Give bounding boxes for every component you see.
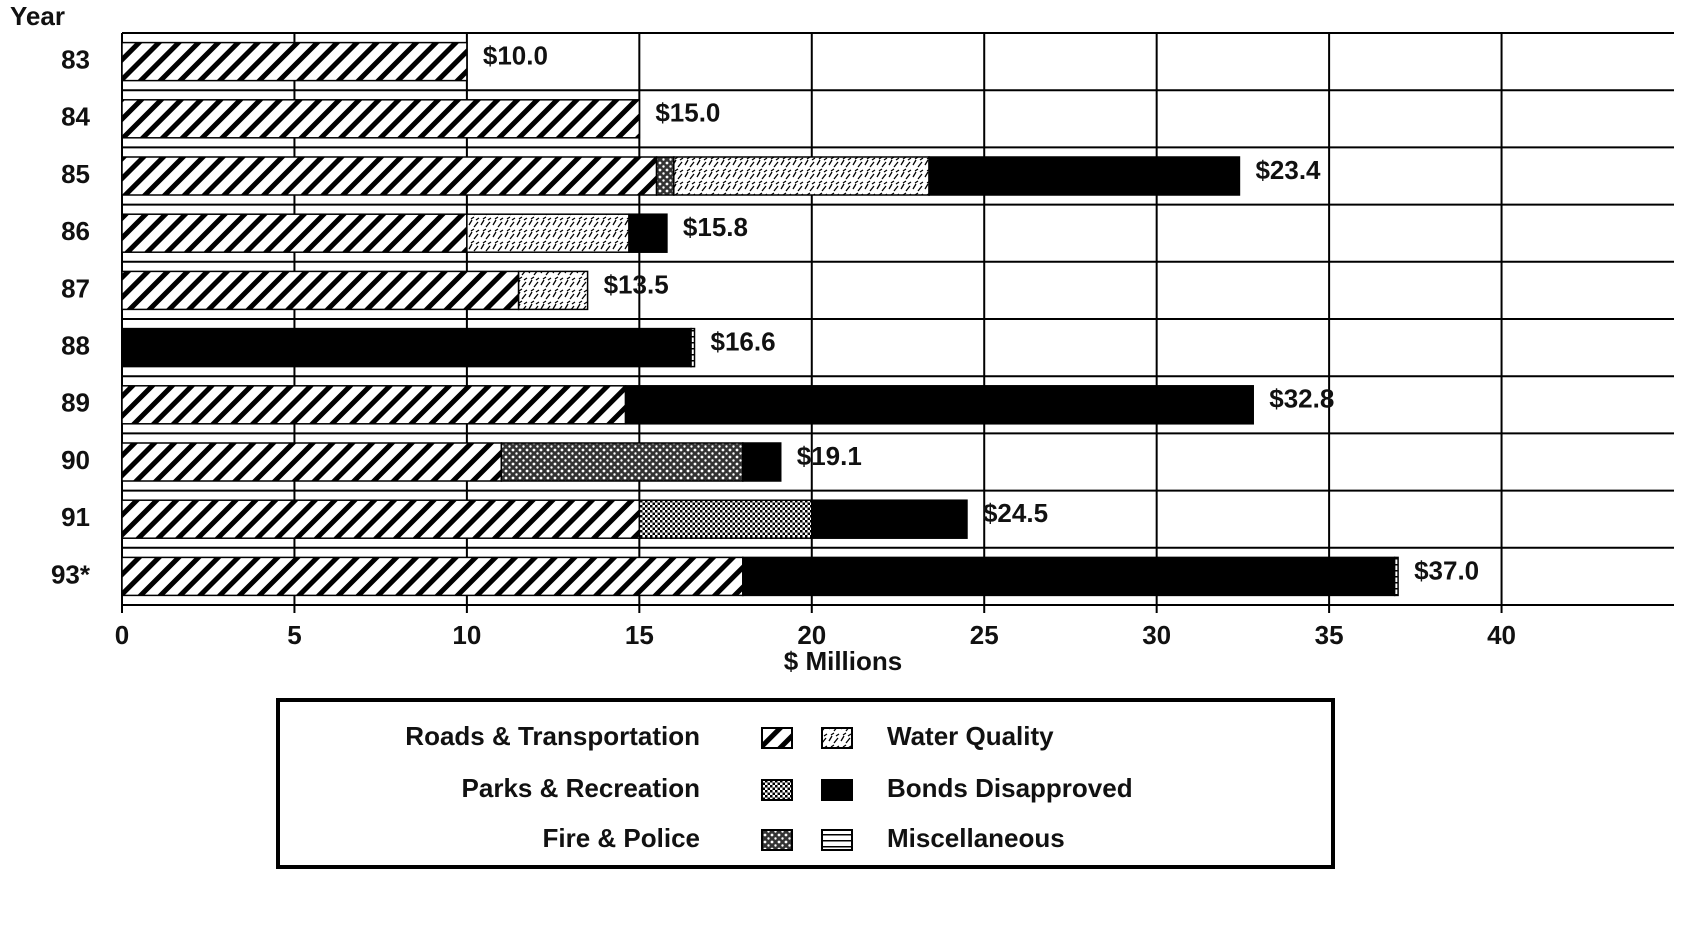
x-axis-label: $ Millions <box>784 646 902 676</box>
bar-segment <box>690 327 696 368</box>
total-label: $24.5 <box>983 498 1048 528</box>
y-axis-label: Year <box>10 1 65 31</box>
bar-segment <box>121 442 503 482</box>
total-label: $32.8 <box>1269 384 1334 414</box>
bar-segment <box>1393 556 1399 597</box>
bar-segment <box>624 385 1254 425</box>
y-tick-label: 86 <box>61 216 90 246</box>
bar-segment <box>500 442 744 482</box>
y-tick-label: 93* <box>51 559 91 589</box>
bar-segment <box>121 99 641 139</box>
x-tick-label: 25 <box>970 620 999 650</box>
legend-swatch <box>821 779 853 801</box>
y-tick-label: 90 <box>61 445 90 475</box>
total-label: $23.4 <box>1255 155 1321 185</box>
y-tick-label: 88 <box>61 330 90 360</box>
y-tick-label: 85 <box>61 159 90 189</box>
x-tick-label: 10 <box>452 620 481 650</box>
bar-segment <box>121 327 692 368</box>
legend-label: Parks & Recreation <box>462 773 700 803</box>
total-label: $15.0 <box>655 98 720 128</box>
bar-segment <box>628 213 668 253</box>
legend-swatch <box>761 829 793 851</box>
legend-swatch <box>821 829 853 851</box>
legend-label: Miscellaneous <box>887 823 1065 853</box>
bar-segment <box>742 556 1396 597</box>
y-tick-label: 87 <box>61 273 90 303</box>
legend-label: Roads & Transportation <box>405 721 700 751</box>
total-label: $10.0 <box>483 40 548 70</box>
x-tick-label: 5 <box>287 620 301 650</box>
bar-segment <box>655 156 675 196</box>
x-tick-label: 15 <box>625 620 654 650</box>
total-label: $13.5 <box>604 269 669 299</box>
x-tick-label: 35 <box>1315 620 1344 650</box>
total-label: $15.8 <box>683 212 748 242</box>
bar-segment <box>121 41 468 82</box>
bar-segment <box>121 499 641 539</box>
x-tick-label: 0 <box>115 620 129 650</box>
legend-swatch <box>761 779 793 801</box>
bar-segment <box>121 156 658 196</box>
y-tick-label: 89 <box>61 388 90 418</box>
legend-swatch <box>761 727 793 749</box>
total-label: $19.1 <box>797 441 862 471</box>
legend-label: Water Quality <box>887 721 1054 751</box>
legend-swatch <box>821 727 853 749</box>
bar-segment <box>811 499 968 539</box>
x-tick-label: 40 <box>1487 620 1516 650</box>
bar-segment <box>121 213 468 253</box>
bar-segment <box>742 442 782 482</box>
total-label: $37.0 <box>1414 555 1479 585</box>
x-tick-label: 30 <box>1142 620 1171 650</box>
x-tick-label: 20 <box>797 620 826 650</box>
y-tick-label: 91 <box>61 502 90 532</box>
bar-segment <box>638 499 813 539</box>
total-label: $16.6 <box>711 326 776 356</box>
bar-segment <box>928 156 1241 196</box>
bar-segment <box>121 385 627 425</box>
bar-segment <box>121 270 520 311</box>
legend-box <box>276 698 1335 869</box>
legend-label: Fire & Police <box>543 823 701 853</box>
y-tick-label: 84 <box>61 102 90 132</box>
bar-segment <box>673 156 930 196</box>
y-tick-label: 83 <box>61 44 90 74</box>
bar-segment <box>517 270 589 311</box>
legend-label: Bonds Disapproved <box>887 773 1133 803</box>
bar-segment <box>466 213 630 253</box>
bar-segment <box>121 556 744 597</box>
